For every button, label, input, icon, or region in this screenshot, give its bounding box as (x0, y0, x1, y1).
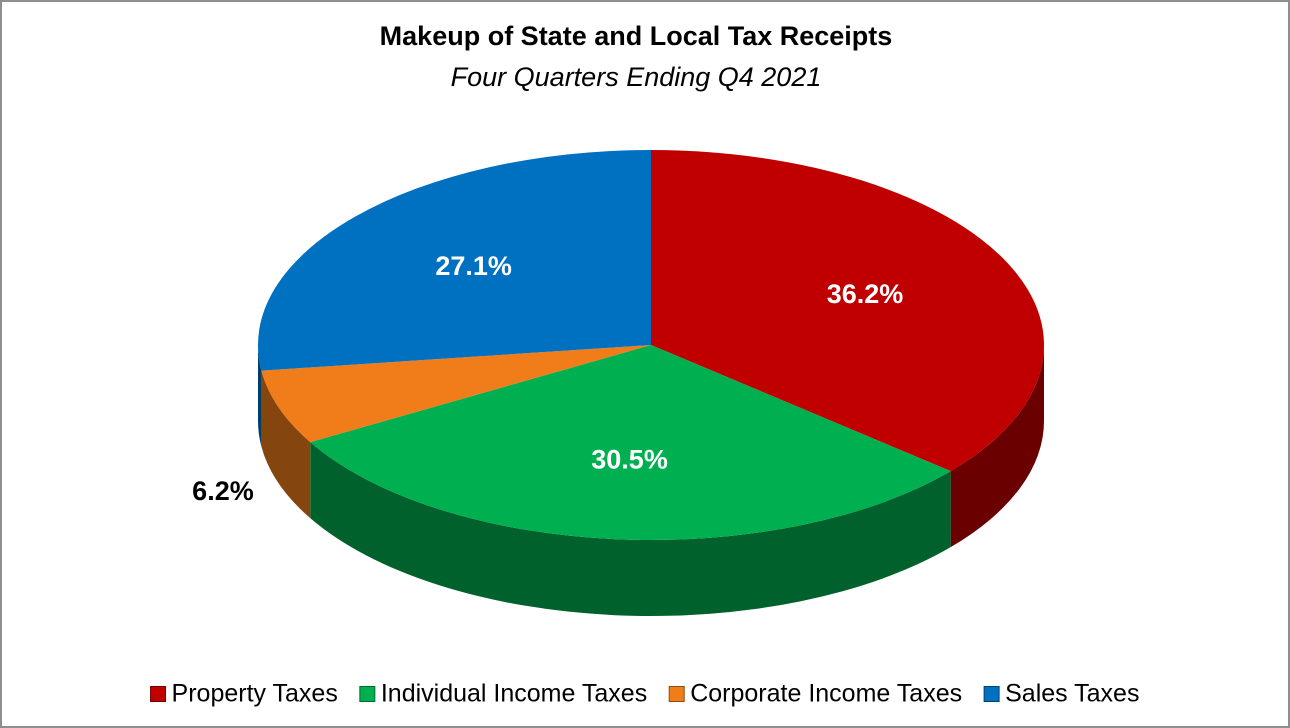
data-label: 27.1% (435, 251, 512, 281)
data-label: 30.5% (591, 445, 668, 475)
data-label: 6.2% (192, 476, 254, 506)
legend-label: Corporate Income Taxes (690, 680, 962, 708)
legend-label: Individual Income Taxes (381, 680, 647, 708)
legend: Property Taxes Individual Income Taxes Cor… (150, 680, 1139, 708)
pie-side (258, 345, 262, 447)
pie-side (261, 370, 311, 519)
pie-slice (258, 150, 651, 371)
chart-subtitle: Four Quarters Ending Q4 2021 (451, 62, 822, 92)
pie-slice (310, 345, 951, 540)
pie-slice (261, 345, 651, 443)
legend-label: Sales Taxes (1005, 680, 1139, 708)
chart-title: Makeup of State and Local Tax Receipts (380, 21, 893, 51)
pie-slice (651, 150, 1044, 472)
pie-side (950, 345, 1044, 548)
data-label: 36.2% (827, 279, 904, 309)
legend-swatch (668, 686, 685, 702)
legend-swatch (359, 686, 376, 702)
pie-side (310, 442, 951, 616)
legend-label: Property Taxes (172, 680, 338, 708)
legend-swatch (983, 686, 1000, 702)
legend-swatch (150, 686, 167, 702)
